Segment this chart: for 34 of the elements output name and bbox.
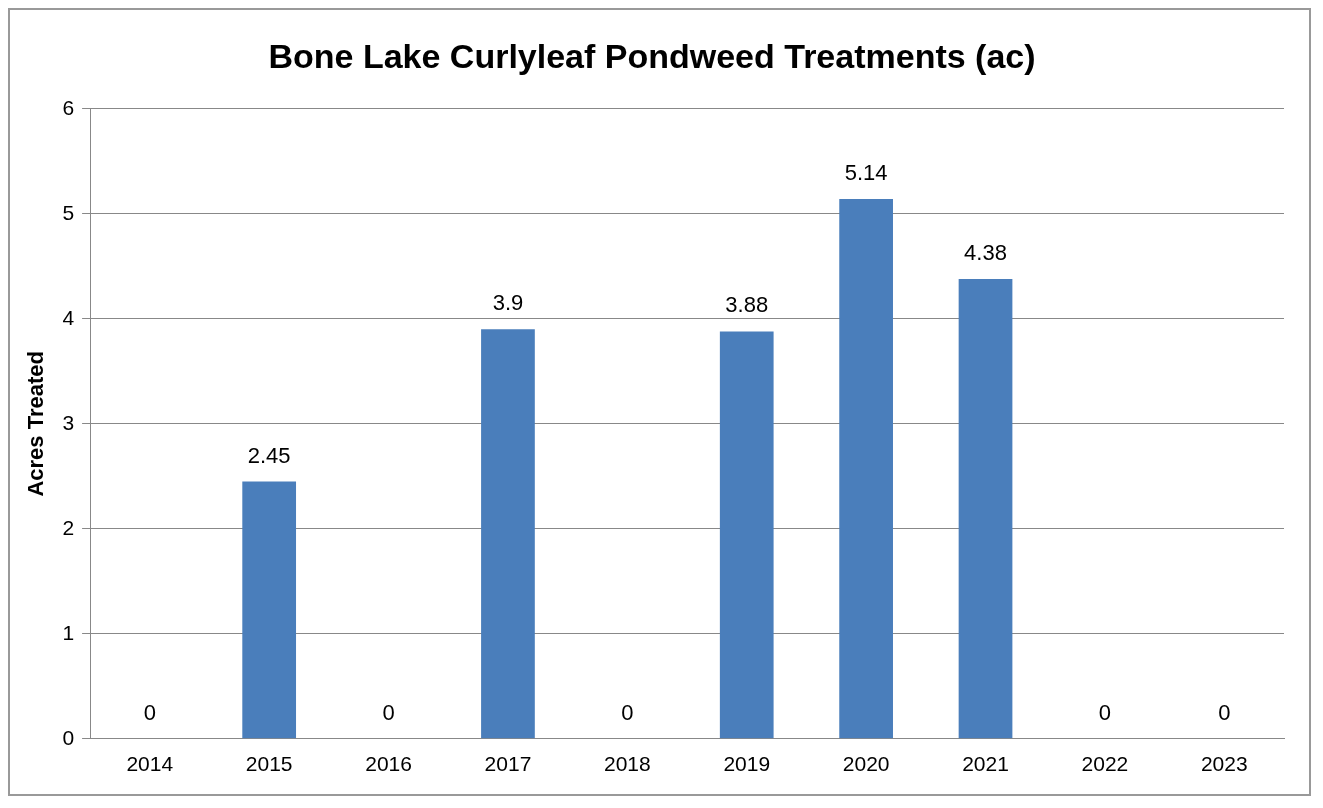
- bar: [839, 199, 893, 739]
- data-label: 0: [621, 699, 634, 725]
- data-label: 0: [143, 699, 156, 725]
- x-tick-label: 2016: [365, 752, 412, 776]
- bar: [958, 278, 1013, 739]
- y-tick-label: 3: [62, 410, 75, 434]
- x-tick-label: 2022: [1081, 752, 1129, 776]
- y-tick-label: 2: [62, 515, 75, 539]
- x-tick-label: 2023: [1200, 752, 1248, 776]
- x-tick-label: 2014: [126, 752, 174, 776]
- chart-title: Bone Lake Curlyleaf Pondweed Treatments (ac): [268, 36, 1036, 75]
- data-label: 0: [1218, 699, 1231, 725]
- data-label: 0: [382, 699, 395, 725]
- y-tick-label: 1: [62, 620, 75, 644]
- data-label: 5.14: [844, 160, 888, 186]
- bar: [242, 481, 297, 739]
- y-tick-label: 4: [62, 305, 75, 329]
- data-label: 4.38: [964, 239, 1007, 265]
- x-tick-label: 2019: [723, 752, 771, 776]
- y-tick-label: 5: [62, 200, 75, 224]
- x-tick-label: 2020: [842, 752, 890, 776]
- bar: [481, 329, 535, 739]
- y-tick-label: 0: [62, 725, 75, 749]
- x-tick-label: 2018: [603, 752, 651, 776]
- x-tick-label: 2021: [962, 752, 1009, 776]
- x-tick-label: 2017: [484, 752, 532, 776]
- y-tick-label: 6: [62, 95, 75, 119]
- data-label: 3.88: [725, 292, 769, 318]
- data-label: 2.45: [247, 442, 291, 468]
- data-label: 3.9: [492, 290, 524, 316]
- bar: [719, 331, 774, 739]
- x-tick-label: 2015: [245, 752, 293, 776]
- data-label: 0: [1098, 699, 1112, 725]
- y-axis-title: Acres Treated: [23, 351, 49, 497]
